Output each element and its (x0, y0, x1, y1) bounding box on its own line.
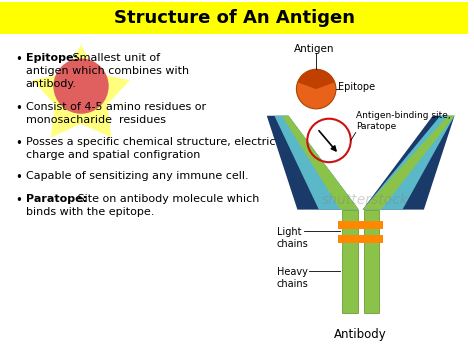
Text: Heavy
chains: Heavy chains (277, 267, 309, 289)
Text: Site on antibody molecule which: Site on antibody molecule which (74, 194, 259, 204)
Text: Paratope:: Paratope: (26, 194, 87, 204)
Text: Capable of sensitizing any immune cell.: Capable of sensitizing any immune cell. (26, 171, 248, 181)
Text: Epitope:: Epitope: (26, 54, 78, 64)
Text: Smallest unit of: Smallest unit of (69, 54, 160, 64)
Bar (338, 222, 383, 229)
Polygon shape (267, 116, 359, 209)
Text: binds with the epitope.: binds with the epitope. (26, 207, 154, 217)
Polygon shape (274, 116, 359, 209)
Wedge shape (298, 69, 335, 89)
Text: Light
chains: Light chains (277, 228, 309, 249)
Text: Posses a specific chemical structure, electric: Posses a specific chemical structure, el… (26, 137, 275, 147)
Polygon shape (363, 116, 455, 209)
Text: charge and spatial configration: charge and spatial configration (26, 150, 200, 160)
Text: •: • (15, 194, 22, 207)
Text: Structure of An Antigen: Structure of An Antigen (114, 9, 355, 27)
Text: •: • (15, 102, 22, 115)
Circle shape (296, 69, 336, 109)
Text: Epitope: Epitope (338, 82, 375, 92)
Text: •: • (15, 171, 22, 184)
Text: Antigen: Antigen (294, 44, 335, 54)
Text: shutterstock: shutterstock (322, 193, 409, 207)
Polygon shape (32, 45, 130, 137)
Polygon shape (282, 116, 359, 209)
Polygon shape (363, 116, 455, 209)
Polygon shape (363, 116, 455, 209)
Bar (342, 209, 358, 313)
Text: •: • (15, 137, 22, 151)
Bar (338, 235, 383, 243)
Text: antibody.: antibody. (26, 79, 77, 89)
Text: Consist of 4-5 amino residues or: Consist of 4-5 amino residues or (26, 102, 206, 112)
Text: monosacharide  residues: monosacharide residues (26, 115, 166, 125)
Bar (0, 2, 468, 34)
Bar (364, 209, 379, 313)
Text: Antibody: Antibody (334, 328, 387, 341)
Text: Antigen-binding site,
Paratope: Antigen-binding site, Paratope (356, 111, 450, 131)
Circle shape (54, 59, 109, 114)
Text: •: • (15, 54, 22, 66)
Text: antigen which combines with: antigen which combines with (26, 66, 189, 76)
